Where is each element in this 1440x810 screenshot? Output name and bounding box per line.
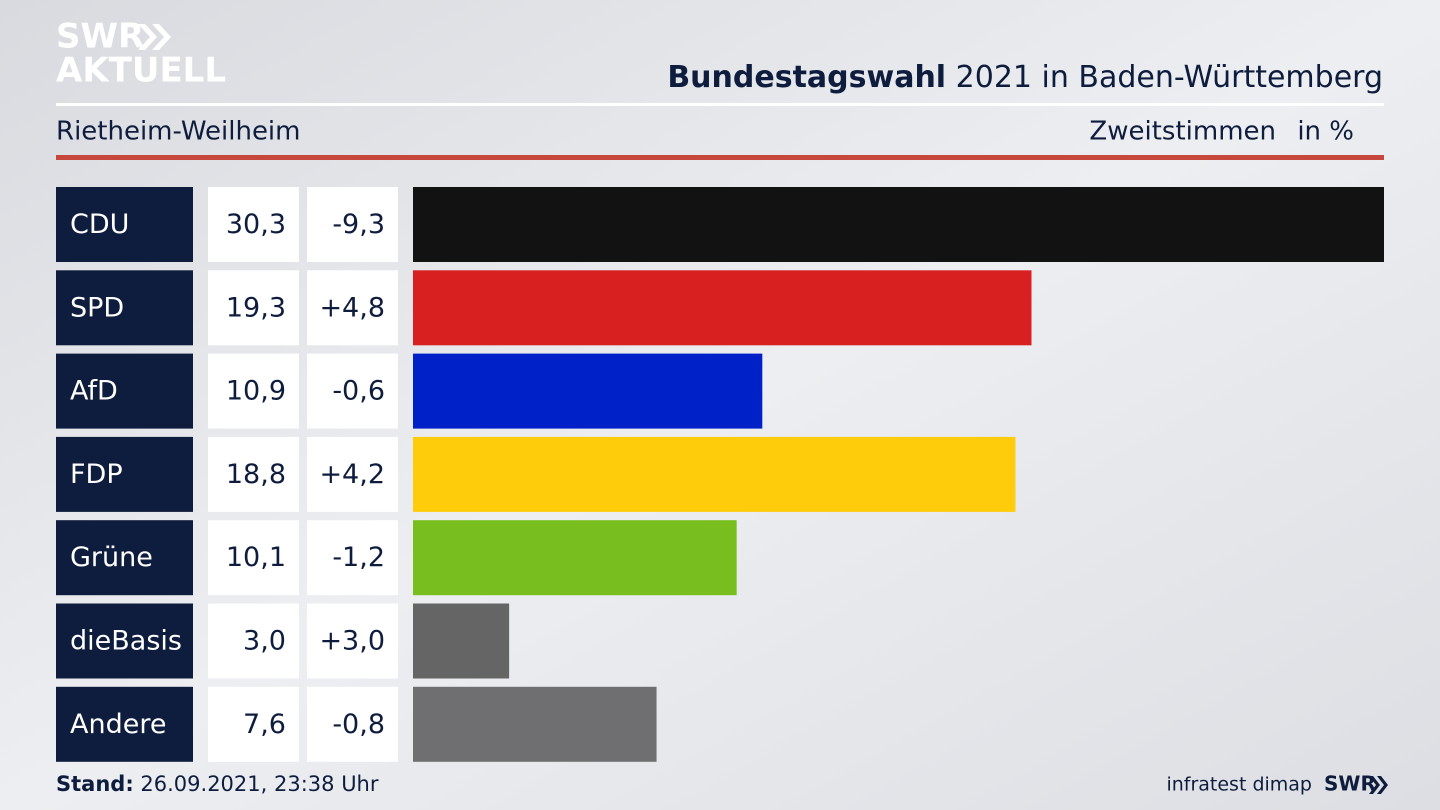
- header-rule: [56, 103, 1384, 106]
- footer-date: 26.09.2021, 23:38 Uhr: [140, 772, 378, 796]
- party-box: [56, 270, 193, 346]
- change-label: -9,3: [332, 209, 385, 240]
- value-box: [208, 520, 299, 596]
- value-label: 30,3: [226, 209, 286, 240]
- party-label: Andere: [70, 709, 166, 740]
- bar: [413, 353, 763, 429]
- party-label: SPD: [70, 292, 124, 323]
- change-label: +3,0: [319, 626, 385, 657]
- value-box: [208, 353, 299, 429]
- change-box: [307, 187, 398, 262]
- measure: Zweitstimmen: [1089, 117, 1276, 147]
- party-label: Grüne: [70, 542, 153, 573]
- bar: [413, 520, 737, 596]
- footer-chevrons: [1369, 776, 1388, 794]
- bar: [413, 686, 657, 762]
- accent-rule: [56, 155, 1384, 160]
- change-box: [307, 270, 398, 346]
- party-box: [56, 686, 193, 762]
- value-label: 19,3: [226, 292, 286, 323]
- change-label: -1,2: [332, 542, 385, 573]
- change-box: [307, 603, 398, 679]
- value-label: 10,9: [226, 376, 286, 407]
- footer-label: Stand:: [56, 772, 134, 796]
- party-label: AfD: [70, 376, 118, 407]
- bar: [413, 187, 1384, 262]
- bar: [413, 436, 1016, 512]
- value-box: [208, 187, 299, 262]
- party-label: dieBasis: [70, 626, 182, 657]
- party-box: [56, 520, 193, 596]
- logo-bottom: AKTUELL: [56, 51, 226, 91]
- change-box: [307, 353, 398, 429]
- value-label: 3,0: [243, 626, 286, 657]
- party-box: [56, 353, 193, 429]
- change-box: [307, 436, 398, 512]
- party-box: [56, 603, 193, 679]
- party-box: [56, 436, 193, 512]
- value-label: 10,1: [226, 542, 286, 573]
- value-box: [208, 270, 299, 346]
- change-label: +4,8: [319, 292, 385, 323]
- party-label: CDU: [70, 209, 129, 240]
- party-label: FDP: [70, 459, 123, 490]
- change-label: -0,8: [332, 709, 385, 740]
- bar: [413, 270, 1032, 346]
- bar: [413, 603, 510, 679]
- logo-top: SWR: [56, 17, 144, 57]
- unit: in %: [1297, 117, 1354, 147]
- footer-source: infratest dimap: [1166, 774, 1312, 796]
- value-box: [208, 686, 299, 762]
- value-box: [208, 436, 299, 512]
- value-label: 7,6: [243, 709, 286, 740]
- change-box: [307, 686, 398, 762]
- change-box: [307, 520, 398, 596]
- footer-stand: Stand: 26.09.2021, 23:38 Uhr: [56, 772, 379, 796]
- value-label: 18,8: [226, 459, 286, 490]
- logo-chevrons: [138, 24, 171, 50]
- footer-brand: SWR: [1324, 772, 1376, 796]
- title-bold: Bundestagswahl: [667, 60, 946, 95]
- title-regular: 2021 in Baden-Württemberg: [956, 60, 1383, 95]
- value-box: [208, 603, 299, 679]
- chart-title: Bundestagswahl 2021 in Baden-Württemberg: [667, 60, 1383, 95]
- subtitle: Rietheim-Weilheim: [56, 117, 301, 147]
- party-box: [56, 187, 193, 262]
- change-label: -0,6: [332, 376, 385, 407]
- change-label: +4,2: [319, 459, 385, 490]
